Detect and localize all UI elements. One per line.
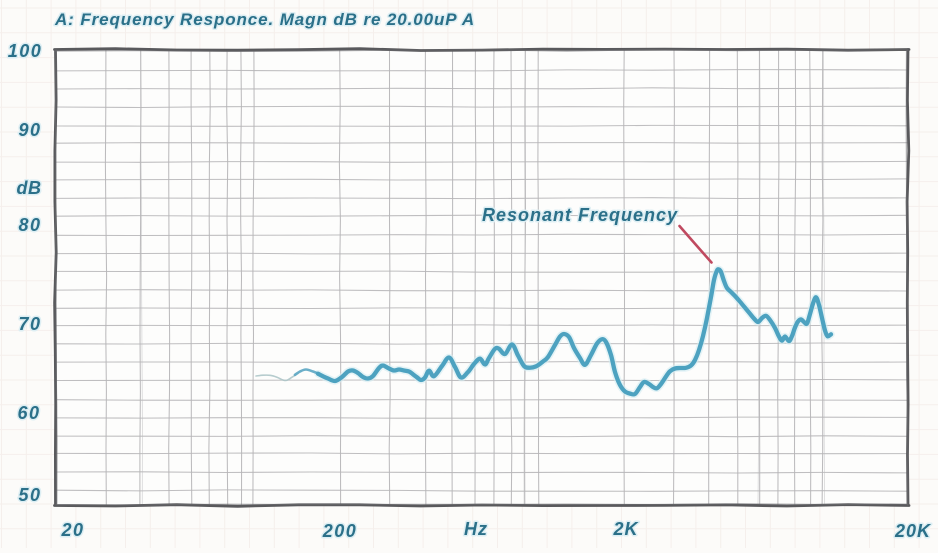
svg-text:60: 60 [17, 403, 40, 423]
svg-text:80: 80 [18, 215, 41, 235]
svg-text:90: 90 [18, 120, 41, 140]
svg-text:70: 70 [18, 314, 41, 334]
svg-text:Resonant Frequency: Resonant Frequency [482, 205, 678, 225]
svg-text:20: 20 [60, 520, 84, 540]
svg-text:Hz: Hz [464, 519, 488, 539]
svg-text:20K: 20K [894, 521, 932, 541]
svg-text:2K: 2K [612, 519, 639, 539]
svg-text:dB: dB [17, 178, 42, 198]
svg-text:100: 100 [8, 41, 43, 61]
svg-text:A: Frequency Responce. Magn dB: A: Frequency Responce. Magn dB re 20.00u… [54, 10, 475, 29]
svg-text:200: 200 [322, 521, 358, 541]
svg-text:50: 50 [18, 485, 41, 505]
